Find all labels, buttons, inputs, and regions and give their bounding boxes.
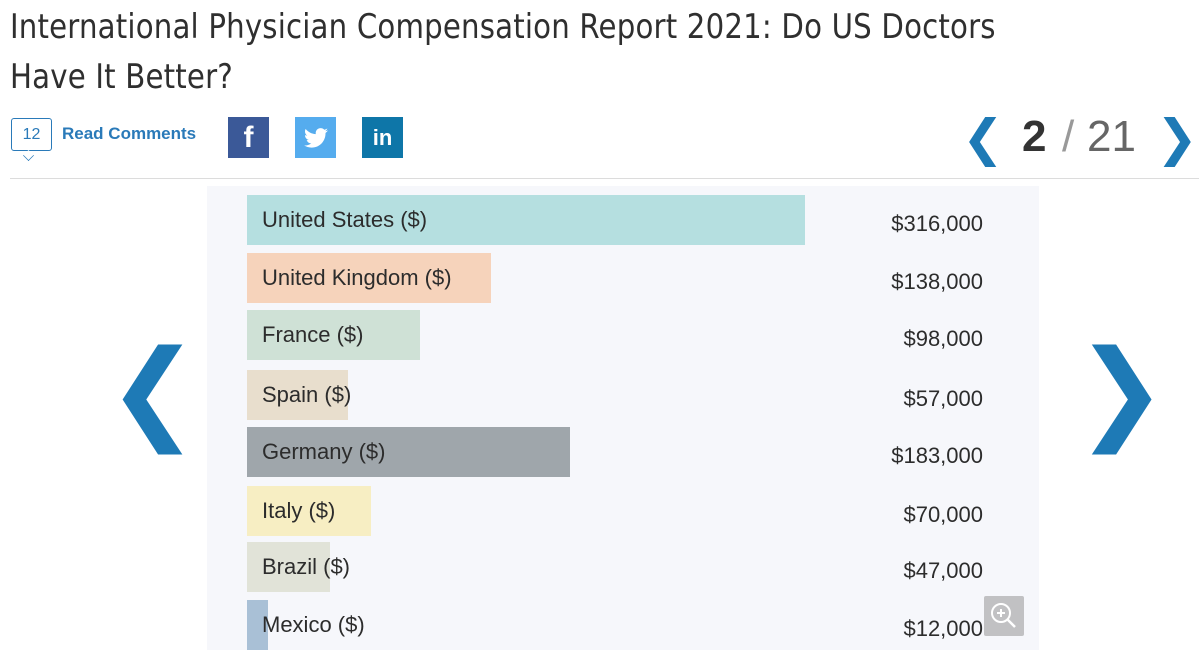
slide-next-icon[interactable]: ❯ — [1075, 326, 1168, 454]
pager-separator: / — [1062, 112, 1075, 161]
zoom-in-icon — [991, 603, 1016, 628]
comment-count-badge[interactable]: 12 — [11, 118, 52, 151]
linkedin-share-button[interactable]: in — [362, 117, 403, 158]
zoom-button[interactable] — [984, 596, 1024, 636]
twitter-share-button[interactable] — [295, 117, 336, 158]
chart-value-label: $70,000 — [903, 502, 983, 527]
chart-bar — [247, 310, 420, 360]
chart-category-label: Mexico ($) — [262, 612, 365, 637]
read-comments-link[interactable]: Read Comments — [62, 124, 197, 143]
chart-category-label: Italy ($) — [262, 498, 336, 523]
linkedin-icon: in — [372, 124, 393, 150]
chart-category-label: Brazil ($) — [262, 554, 351, 579]
chart-bar — [247, 600, 268, 650]
chart-bar — [247, 486, 371, 536]
chart-value-label: $183,000 — [891, 443, 983, 468]
twitter-icon — [303, 127, 328, 148]
chart-slide: United States ($) $316,000 United Kingdom … — [207, 186, 1039, 650]
pager-next-icon[interactable]: ❯ — [1156, 109, 1198, 167]
chart-bar — [247, 253, 491, 303]
chart-category-label: Spain ($) — [262, 382, 352, 407]
pager-total-pages: 21 — [1087, 112, 1136, 161]
slide-prev-icon[interactable]: ❮ — [107, 326, 200, 454]
facebook-share-button[interactable]: f — [228, 117, 269, 158]
pager-current-page: 2 — [1022, 112, 1047, 161]
chart-value-label: $316,000 — [891, 211, 983, 236]
chart-category-label: France ($) — [262, 322, 364, 347]
pager-prev-icon[interactable]: ❮ — [962, 109, 1004, 167]
chart-category-label: Germany ($) — [262, 439, 386, 464]
article-title: International Physician Compensation Rep… — [10, 7, 996, 97]
chart-value-label: $47,000 — [903, 558, 983, 583]
chart-value-label: $57,000 — [903, 386, 983, 411]
chart-bar — [247, 427, 570, 477]
chart-category-label: United States ($) — [262, 207, 428, 232]
chart-category-label: United Kingdom ($) — [262, 265, 452, 290]
chart-value-label: $138,000 — [891, 269, 983, 294]
chart-value-label: $12,000 — [903, 616, 983, 641]
chart-bar — [247, 195, 805, 245]
comment-bubble-tail — [23, 150, 34, 161]
chart-bar — [247, 370, 348, 420]
chart-value-label: $98,000 — [903, 326, 983, 351]
chart-bar — [247, 542, 330, 592]
header-divider — [10, 178, 1199, 179]
facebook-icon: f — [243, 120, 254, 154]
